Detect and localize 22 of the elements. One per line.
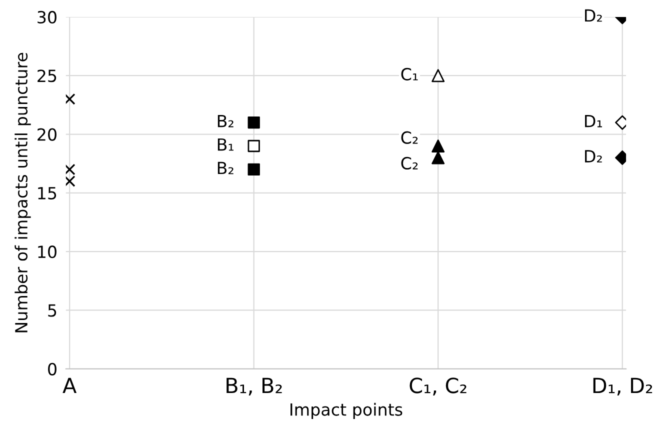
annotation: B₁ [218, 138, 234, 151]
annotation: C₂ [401, 131, 418, 144]
y-tick-label: 5 [48, 304, 56, 317]
x-tick-label: C₁, C₂ [410, 378, 466, 396]
annotation: B₂ [218, 162, 234, 174]
y-tick-label: 20 [38, 128, 56, 141]
y-tick-label: 0 [48, 362, 56, 376]
annotation: B₂ [218, 114, 234, 128]
annotation: D₂ [585, 150, 602, 162]
y-axis-title: Number of impacts until puncture [14, 52, 31, 332]
y-tick-label: 30 [38, 10, 56, 24]
annotation: D₁ [585, 114, 602, 128]
x-tick-label: A [62, 378, 77, 394]
y-tick-label: 25 [38, 70, 56, 82]
annotation: C₂ [401, 156, 418, 170]
x-tick-label: B₁, B₂ [226, 378, 282, 396]
y-tick-label: 15 [38, 187, 56, 200]
y-tick-label: 10 [38, 246, 56, 258]
x-tick-label: D₁, D₂ [593, 378, 652, 396]
x-axis-title: Impact points [290, 402, 402, 420]
annotation: D₂ [585, 9, 602, 22]
annotation: C₁ [401, 68, 418, 80]
